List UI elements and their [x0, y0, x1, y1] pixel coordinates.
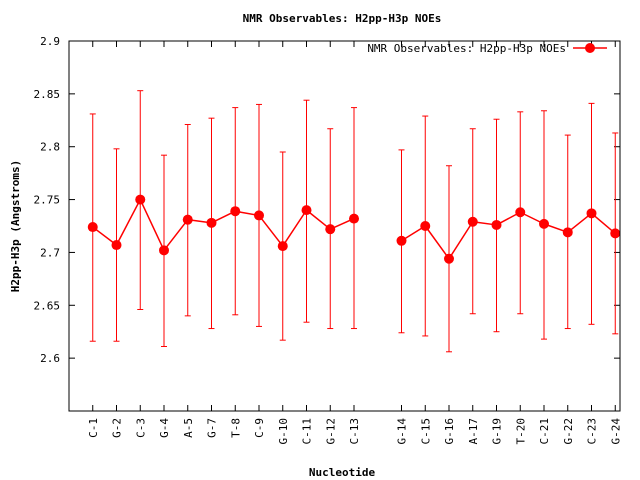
x-tick-label: T-20 — [514, 418, 527, 445]
data-point — [349, 213, 359, 224]
plot-frame — [68, 40, 621, 412]
x-tick-label: C-9 — [253, 418, 266, 438]
legend-label: NMR Observables: H2pp-H3p NOEs — [367, 42, 566, 55]
legend: NMR Observables: H2pp-H3p NOEs — [367, 42, 607, 55]
series-line-segment — [591, 212, 616, 234]
y-tick-label: 2.65 — [34, 299, 61, 312]
series-line-segment — [139, 199, 165, 251]
x-tick-label: G-12 — [324, 418, 337, 445]
legend-marker — [585, 43, 595, 53]
x-tick-label: C-13 — [348, 418, 361, 445]
series-line-segment — [448, 221, 474, 260]
data-point — [277, 241, 288, 252]
y-tick-label: 2.7 — [40, 246, 60, 259]
data-point — [515, 207, 526, 218]
series-line-segment — [115, 199, 141, 246]
y-tick-label: 2.8 — [40, 141, 60, 154]
data-point — [420, 221, 431, 231]
y-tick-label: 2.6 — [40, 352, 60, 365]
data-point — [111, 240, 122, 251]
data-point — [135, 194, 146, 205]
data-point — [301, 205, 312, 216]
x-tick-label: C-21 — [538, 418, 551, 445]
series-line-segment — [567, 212, 592, 233]
x-axis-title: Nucleotide — [309, 466, 376, 479]
series-line-segment — [163, 219, 189, 251]
chart-title: NMR Observables: H2pp-H3p NOEs — [243, 12, 442, 25]
data-series — [87, 90, 621, 353]
y-tick-label: 2.75 — [34, 194, 61, 207]
x-tick-label: G-16 — [443, 418, 456, 445]
data-point — [491, 219, 502, 230]
series-line-segment — [258, 214, 284, 247]
y-tick-label: 2.9 — [40, 35, 60, 48]
data-point — [230, 206, 241, 217]
data-point — [539, 218, 549, 229]
x-tick-label: C-23 — [586, 418, 599, 445]
series-line-segment — [306, 209, 331, 230]
data-point — [206, 217, 217, 228]
data-point — [182, 214, 193, 225]
data-point — [325, 224, 336, 235]
x-tick-label: T-8 — [229, 418, 242, 438]
data-point — [467, 216, 478, 227]
x-tick-label: G-4 — [158, 418, 171, 438]
x-tick-label: G-7 — [206, 418, 219, 438]
series-line-segment — [424, 225, 450, 260]
x-tick-label: G-24 — [609, 418, 622, 445]
x-tick-label: G-14 — [396, 418, 409, 445]
data-point — [159, 245, 169, 256]
x-tick-label: A-17 — [467, 418, 480, 445]
y-tick-label: 2.85 — [34, 88, 61, 101]
y-axis-title: H2pp-H3p (Angstroms) — [9, 160, 22, 292]
data-point — [444, 253, 454, 264]
data-point — [87, 222, 98, 233]
x-tick-label: C-15 — [419, 418, 432, 445]
data-point — [562, 227, 573, 238]
x-tick-label: C-11 — [301, 418, 314, 445]
x-tick-label: C-3 — [134, 418, 147, 438]
data-point — [586, 208, 597, 219]
x-tick-label: C-1 — [87, 418, 100, 438]
data-point — [610, 228, 621, 239]
data-point — [396, 235, 407, 246]
x-tick-label: G-10 — [277, 418, 290, 445]
data-point — [254, 210, 264, 221]
x-tick-label: A-5 — [182, 418, 195, 438]
x-tick-label: G-22 — [562, 418, 575, 445]
x-tick-label: G-19 — [491, 418, 504, 445]
series-line-segment — [282, 209, 308, 247]
x-tick-label: G-2 — [111, 418, 124, 438]
axis-ticks: 2.6 2.65 2.7 2.75 2.8 2.85 2.9 C-1 G-2 C-3 G-4 A-5 G… — [34, 35, 623, 445]
